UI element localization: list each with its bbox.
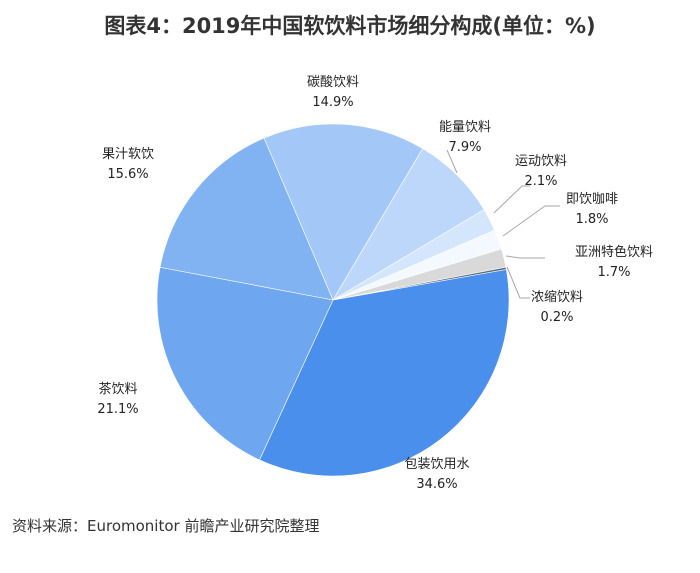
label-concentrate: 浓缩饮料 0.2%	[530, 290, 584, 325]
pie-slices	[156, 123, 510, 477]
leader-line-sports	[493, 185, 530, 214]
label-coffee: 即饮咖啡 1.8%	[565, 192, 619, 227]
leader-line-energy	[446, 149, 458, 174]
chart-title: 图表4：2019年中国软饮料市场细分构成(单位：%)	[104, 14, 596, 38]
source-note: 资料来源：Euromonitor 前瞻产业研究院整理	[12, 517, 320, 535]
label-juice: 果汁软饮 15.6%	[101, 147, 155, 182]
label-sports: 运动饮料 2.1%	[514, 154, 568, 189]
label-bottled-water: 包装饮用水 34.6%	[404, 457, 470, 492]
leader-line-concentrate	[506, 266, 530, 299]
leader-line-asian	[505, 255, 545, 259]
leader-line-coffee	[502, 205, 560, 237]
pie-slice	[332, 266, 507, 301]
pie-slice	[159, 137, 334, 301]
label-energy: 能量饮料 7.9%	[438, 120, 492, 155]
label-tea: 茶饮料 21.1%	[97, 382, 139, 417]
label-asian: 亚洲特色饮料 1.7%	[574, 245, 654, 280]
pie-slice	[156, 266, 334, 461]
pie-slice	[259, 269, 510, 477]
leader-lines	[446, 149, 560, 299]
pie-slice	[263, 123, 424, 301]
label-carbonated: 碳酸饮料 14.9%	[306, 75, 360, 110]
